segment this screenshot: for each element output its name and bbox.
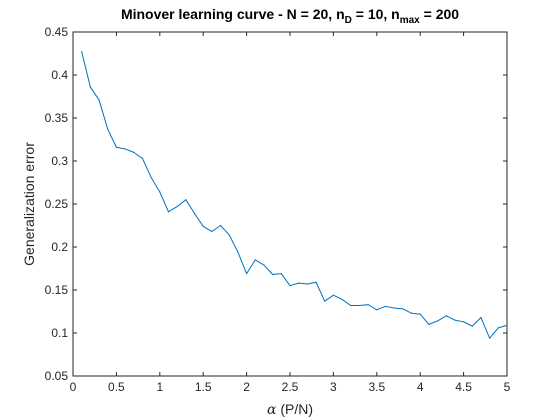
data-point (471, 325, 473, 327)
chart-title: Minover learning curve - N = 20, nD = 10… (121, 6, 459, 26)
title-subscript-max: max (400, 15, 420, 26)
x-axis-label-text: (P/N) (276, 401, 313, 417)
data-point (159, 191, 161, 193)
x-tick-label: 1 (156, 380, 163, 394)
data-point (489, 337, 491, 339)
data-point (176, 205, 178, 208)
data-point (107, 128, 109, 130)
y-tick-label: 0.4 (51, 68, 68, 82)
data-point (367, 304, 369, 306)
data-point (402, 308, 404, 310)
data-point (237, 251, 239, 253)
data-point (384, 305, 387, 307)
data-point (219, 224, 222, 227)
y-tick-label: 0.2 (51, 240, 68, 254)
data-point (202, 225, 204, 227)
data-point (315, 281, 317, 283)
data-point (393, 307, 395, 309)
title-prefix: Minover learning curve - N = 20, n (121, 6, 345, 22)
plot-area (72, 31, 508, 377)
data-point (436, 320, 439, 322)
y-ticks (73, 31, 507, 377)
y-tick-label: 0.35 (45, 111, 69, 125)
title-middle: = 10, n (352, 6, 400, 22)
data-point (89, 86, 91, 88)
data-point (497, 327, 499, 329)
series-points (81, 51, 508, 339)
data-point (289, 285, 291, 287)
data-point (246, 273, 248, 275)
y-tick-labels: 0.05 0.1 0.15 0.2 0.25 0.3 0.35 0.4 0.45 (45, 25, 69, 383)
data-point (410, 312, 413, 314)
data-point (280, 273, 282, 275)
data-point (228, 234, 230, 236)
data-point (454, 319, 456, 321)
data-point (350, 304, 352, 307)
data-point (150, 176, 152, 178)
data-point (332, 294, 334, 296)
data-point (358, 304, 361, 307)
x-tick-label: 0 (70, 380, 77, 394)
data-point (98, 99, 100, 101)
x-tick-label: 3.5 (368, 380, 385, 394)
data-point (419, 313, 421, 315)
data-point (254, 259, 256, 261)
x-axis-label-symbol: α (267, 402, 277, 418)
data-point (193, 212, 196, 215)
data-point (506, 324, 508, 326)
data-point (81, 51, 83, 53)
y-tick-label: 0.25 (45, 197, 69, 211)
x-tick-label: 0.5 (108, 380, 125, 394)
y-tick-label: 0.15 (45, 283, 69, 297)
data-point (211, 230, 213, 233)
title-suffix: = 200 (420, 6, 460, 22)
data-point (324, 300, 326, 302)
data-point (263, 264, 265, 266)
series-line (81, 51, 508, 339)
data-point (124, 148, 126, 150)
data-point (480, 316, 482, 319)
data-point (272, 273, 274, 276)
data-point (141, 157, 144, 160)
y-axis-label: Generalization error (21, 142, 37, 266)
x-axis-label: α (P/N) (267, 401, 313, 418)
x-tick-label: 1.5 (195, 380, 212, 394)
data-point (298, 282, 300, 284)
axes: 0 0.5 1 1.5 2 2.5 3 3.5 4 4.5 5 0.05 0.1 0.15 0.2 0.25… (45, 25, 511, 394)
x-tick-label: 3 (330, 380, 337, 394)
y-tick-label: 0.05 (45, 369, 69, 383)
data-point (133, 151, 135, 153)
x-ticks (72, 32, 508, 376)
data-point (115, 146, 117, 148)
data-point (428, 323, 430, 325)
y-tick-label: 0.1 (51, 326, 68, 340)
x-tick-label: 5 (504, 380, 511, 394)
data-point (185, 199, 187, 201)
x-tick-label: 4.5 (455, 380, 472, 394)
x-tick-label: 4 (417, 380, 424, 394)
data-point (376, 309, 378, 311)
x-tick-labels: 0 0.5 1 1.5 2 2.5 3 3.5 4 4.5 5 (70, 380, 511, 394)
data-point (167, 211, 170, 213)
data-point (306, 283, 308, 285)
title-subscript-d: D (345, 15, 352, 26)
data-point (445, 315, 447, 317)
x-tick-label: 2.5 (282, 380, 299, 394)
x-tick-label: 2 (243, 380, 250, 394)
y-tick-label: 0.45 (45, 25, 69, 39)
data-point (341, 298, 343, 301)
data-point (463, 321, 465, 323)
y-tick-label: 0.3 (51, 154, 68, 168)
